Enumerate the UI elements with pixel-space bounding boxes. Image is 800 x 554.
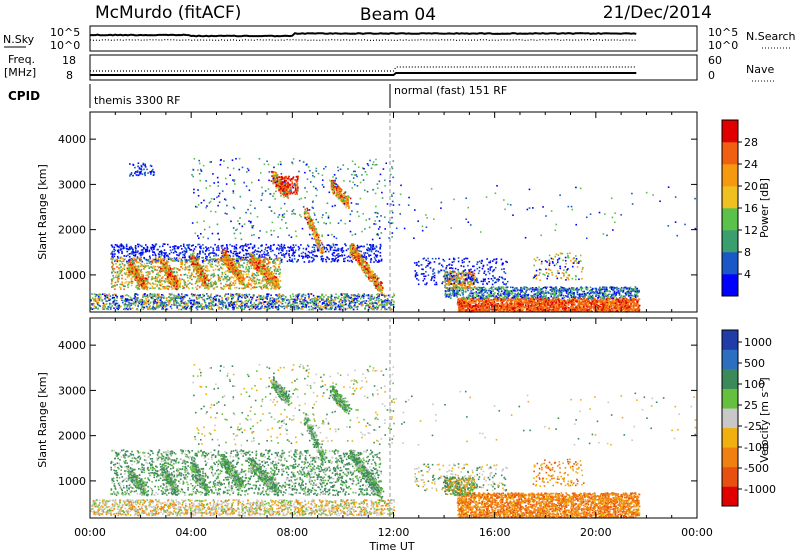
power-ylabel: Slant Range [km] [36,164,49,260]
colorbar-swatch [722,164,738,186]
noise-tick-right-low: 10^0 [708,39,738,52]
velocity-panel: 1000 2000 3000 4000 Slant Range [km] [36,318,697,519]
x-tick-label: 20:00 [580,526,612,539]
colorbar-tick-label: 4 [744,268,751,281]
colorbar-swatch [722,389,738,409]
colorbar-tick-label: 8 [744,246,751,259]
colorbar-swatch [722,274,738,296]
power-colorbar-label: Power [dB] [758,178,771,238]
colorbar-swatch [722,447,738,467]
colorbar-swatch [722,186,738,208]
colorbar-tick-label: 20 [744,180,758,193]
nave-label: Nave [746,63,774,76]
y-tick-label: 2000 [58,430,86,443]
nsearch-label: N.Search [746,30,796,43]
power-colorbar: 4 8 12 16 20 24 28 Power [dB] [722,120,771,296]
time-axis-labels: 00:00 04:00 08:00 12:00 16:00 20:00 00:00 [74,526,713,539]
colorbar-tick-label: -1000 [744,483,776,496]
y-tick-label: 3000 [58,384,86,397]
nave-tick-high: 60 [708,54,722,67]
freq-tick-low: 8 [66,69,73,82]
freq-unit-label: [MHz] [4,66,36,79]
x-tick-label: 04:00 [175,526,207,539]
colorbar-tick-label: 24 [744,158,758,171]
colorbar-swatch [722,142,738,164]
cpid-label: CPID [8,89,40,103]
velocity-ylabel: Slant Range [km] [36,372,49,468]
colorbar-tick-label: 25 [744,399,758,412]
noise-tick-right-high: 10^5 [708,26,738,39]
colorbar-tick-label: 1000 [744,336,772,349]
colorbar-swatch [722,369,738,389]
colorbar-swatch [722,408,738,428]
beam-title: Beam 04 [360,5,436,25]
x-tick-label: 08:00 [276,526,308,539]
y-tick-label: 3000 [58,178,86,191]
colorbar-swatch [722,350,738,370]
xaxis-title: Time UT [368,540,414,553]
nave-tick-low: 0 [708,69,715,82]
cpid-row: CPID themis 3300 RF normal (fast) 151 RF [8,84,507,108]
y-tick-label: 4000 [58,133,86,146]
colorbar-swatch [722,467,738,487]
colorbar-swatch [722,252,738,274]
colorbar-swatch [722,330,738,350]
x-tick-label: 16:00 [479,526,511,539]
date-title: 21/Dec/2014 [603,3,712,23]
station-title: McMurdo (fitACF) [95,3,241,23]
rti-figure: McMurdo (fitACF) Beam 04 21/Dec/2014 N.S… [0,0,800,554]
colorbar-swatch [722,208,738,230]
colorbar-tick-label: 28 [744,136,758,149]
x-tick-label: 00:00 [681,526,713,539]
colorbar-swatch [722,120,738,142]
y-tick-label: 1000 [58,475,86,488]
freq-series [90,73,636,75]
y-tick-label: 1000 [58,269,86,282]
nsearch-series [90,40,636,41]
noise-tick-left-high: 10^5 [50,26,80,39]
colorbar-tick-label: 12 [744,224,758,237]
power-panel: 1000 2000 3000 4000 Slant Range [km] [36,112,697,313]
colorbar-tick-label: 500 [744,357,765,370]
colorbar-swatch [722,428,738,448]
colorbar-tick-label: 16 [744,202,758,215]
cpid-segment-1: themis 3300 RF [94,94,181,107]
cpid-segment-2: normal (fast) 151 RF [394,84,507,97]
colorbar-swatch [722,486,738,506]
freq-panel: Freq. [MHz] 18 8 60 0 Nave [4,53,775,82]
noise-panel: N.Sky 10^5 10^0 10^5 10^0 N.Search [3,26,796,52]
y-tick-label: 4000 [58,339,86,352]
velocity-colorbar-label: Velocity [m s⁻¹] [758,377,771,462]
noise-tick-left-low: 10^0 [50,39,80,52]
nave-series [90,67,636,71]
nsky-series [90,33,636,36]
colorbar-tick-label: -500 [744,462,769,475]
freq-tick-high: 18 [62,54,76,67]
x-tick-label: 00:00 [74,526,106,539]
freq-label: Freq. [8,53,35,66]
nsky-label: N.Sky [3,33,35,46]
colorbar-swatch [722,230,738,252]
y-tick-label: 2000 [58,224,86,237]
x-tick-label: 12:00 [378,526,410,539]
